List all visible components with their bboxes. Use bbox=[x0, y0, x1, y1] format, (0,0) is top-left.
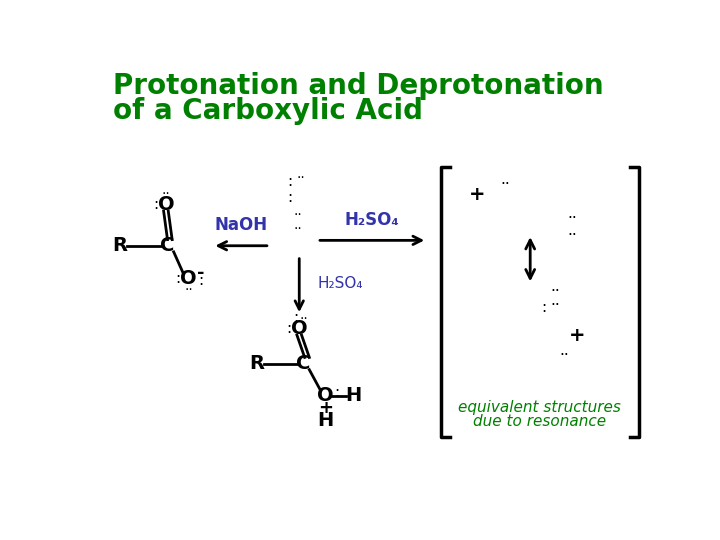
Text: O: O bbox=[158, 195, 174, 214]
Text: ··: ·· bbox=[500, 177, 510, 192]
Text: due to resonance: due to resonance bbox=[473, 414, 606, 429]
Text: O: O bbox=[291, 320, 307, 339]
Text: H: H bbox=[346, 387, 361, 406]
Text: :: : bbox=[293, 310, 298, 325]
Text: of a Carboxylic Acid: of a Carboxylic Acid bbox=[113, 97, 423, 125]
Text: ··: ·· bbox=[297, 171, 305, 185]
Text: +: + bbox=[318, 399, 333, 417]
Text: ··: ·· bbox=[300, 312, 308, 326]
Text: :: : bbox=[287, 174, 292, 190]
Text: R: R bbox=[112, 237, 127, 255]
Text: :: : bbox=[287, 190, 292, 205]
Text: ··: ·· bbox=[550, 285, 560, 300]
Text: ··: ·· bbox=[567, 228, 577, 243]
Text: ··: ·· bbox=[293, 208, 302, 222]
Text: ··: ·· bbox=[550, 298, 560, 313]
Text: NaOH: NaOH bbox=[215, 216, 268, 234]
Text: C: C bbox=[161, 237, 175, 255]
Text: H₂SO₄: H₂SO₄ bbox=[345, 211, 400, 229]
Text: :: : bbox=[541, 300, 546, 315]
Text: :: : bbox=[175, 272, 180, 286]
Text: :: : bbox=[198, 273, 203, 288]
Text: O: O bbox=[180, 269, 197, 288]
Text: H: H bbox=[318, 411, 334, 430]
Text: +: + bbox=[569, 326, 585, 346]
Text: O: O bbox=[318, 387, 334, 406]
Text: R: R bbox=[249, 354, 264, 373]
Text: ··: ·· bbox=[559, 348, 570, 363]
Text: :: : bbox=[153, 198, 158, 212]
Text: C: C bbox=[296, 354, 310, 373]
Text: ··: ·· bbox=[184, 284, 193, 298]
Text: :: : bbox=[335, 384, 340, 400]
Text: H₂SO₄: H₂SO₄ bbox=[318, 276, 364, 291]
Text: ··: ·· bbox=[293, 222, 302, 236]
Text: ··: ·· bbox=[161, 187, 171, 201]
Text: :: : bbox=[287, 321, 292, 336]
Text: -: - bbox=[197, 264, 204, 282]
Text: ··: ·· bbox=[567, 211, 577, 226]
Text: Protonation and Deprotonation: Protonation and Deprotonation bbox=[113, 72, 604, 100]
Text: +: + bbox=[469, 185, 486, 204]
Text: equivalent structures: equivalent structures bbox=[458, 400, 621, 415]
